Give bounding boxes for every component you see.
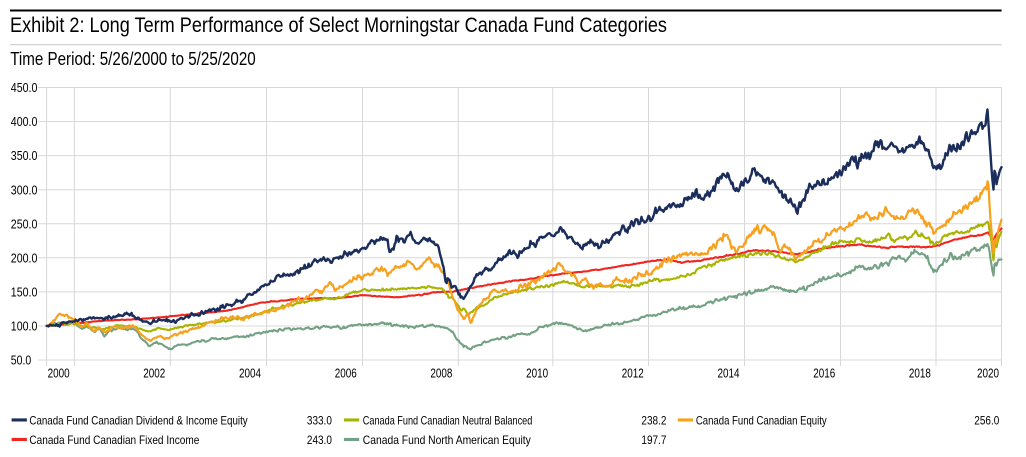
svg-text:100.0: 100.0 (11, 319, 38, 334)
svg-text:243.0: 243.0 (307, 433, 332, 447)
svg-text:Canada Fund Canadian Dividend: Canada Fund Canadian Dividend & Income E… (29, 413, 247, 427)
svg-text:Time Period: 5/26/2000 to 5/25: Time Period: 5/26/2000 to 5/25/2020 (10, 48, 255, 69)
svg-text:333.0: 333.0 (307, 413, 332, 427)
svg-text:Canada Fund Canadian Neutral B: Canada Fund Canadian Neutral Balanced (363, 413, 533, 427)
svg-text:2010: 2010 (526, 366, 548, 381)
svg-text:300.0: 300.0 (11, 182, 38, 197)
svg-text:350.0: 350.0 (11, 148, 38, 163)
svg-text:2002: 2002 (143, 366, 165, 381)
svg-text:200.0: 200.0 (11, 250, 38, 265)
svg-text:256.0: 256.0 (974, 413, 999, 427)
svg-text:238.2: 238.2 (641, 413, 666, 427)
svg-text:2016: 2016 (813, 366, 835, 381)
svg-text:450.0: 450.0 (11, 80, 38, 95)
svg-text:50.0: 50.0 (11, 353, 32, 368)
svg-text:2018: 2018 (909, 366, 931, 381)
svg-text:250.0: 250.0 (11, 216, 38, 231)
svg-text:2020: 2020 (977, 366, 999, 381)
svg-text:2014: 2014 (718, 366, 740, 381)
svg-text:2006: 2006 (335, 366, 357, 381)
svg-text:Exhibit 2: Long Term Performan: Exhibit 2: Long Term Performance of Sele… (10, 14, 667, 37)
svg-text:2004: 2004 (239, 366, 261, 381)
svg-text:197.7: 197.7 (641, 433, 666, 447)
svg-text:Canada Fund North American Equ: Canada Fund North American Equity (363, 433, 531, 447)
svg-text:400.0: 400.0 (11, 114, 38, 129)
svg-text:2000: 2000 (48, 366, 70, 381)
svg-text:Canada Fund Canadian Equity: Canada Fund Canadian Equity (696, 413, 827, 427)
svg-text:2008: 2008 (430, 366, 452, 381)
svg-text:Canada Fund Canadian Fixed Inc: Canada Fund Canadian Fixed Income (29, 433, 199, 447)
svg-text:150.0: 150.0 (11, 285, 38, 300)
svg-text:2012: 2012 (622, 366, 644, 381)
